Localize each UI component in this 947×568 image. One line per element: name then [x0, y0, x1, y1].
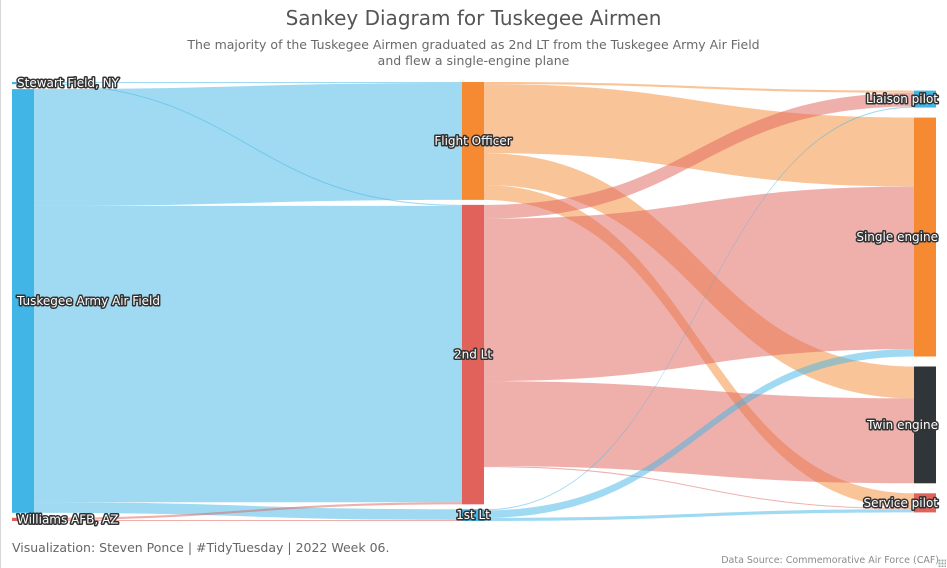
- page-border: [0, 0, 1, 568]
- node-label-stewart: Stewart Field, NY: [17, 76, 120, 90]
- node-stewart[interactable]: [12, 82, 34, 85]
- node-twin[interactable]: [914, 366, 936, 484]
- node-fo[interactable]: [462, 82, 484, 200]
- resize-handle-icon[interactable]: [938, 559, 946, 567]
- node-1lt[interactable]: [462, 509, 484, 521]
- link-williams-to-1lt[interactable]: [34, 519, 462, 521]
- nodes-layer: [12, 82, 936, 521]
- data-source: Data Source: Commemorative Air Force (CA…: [721, 555, 939, 566]
- node-label-service: Service pilot: [864, 496, 939, 510]
- node-label-2lt: 2nd Lt: [454, 348, 492, 362]
- node-label-single: Single engine: [856, 230, 938, 244]
- node-label-liaison: Liaison pilot: [866, 92, 938, 106]
- subtitle-line-2: and flew a single-engine plane: [377, 53, 570, 68]
- node-single[interactable]: [914, 117, 936, 357]
- node-label-1lt: 1st Lt: [456, 508, 490, 522]
- link-fo-to-liaison[interactable]: [484, 82, 914, 93]
- link-2lt-to-single[interactable]: [484, 186, 914, 382]
- node-liaison[interactable]: [914, 90, 936, 108]
- link-2lt-to-service[interactable]: [484, 466, 914, 510]
- node-williams[interactable]: [12, 517, 34, 521]
- node-label-fo: Flight Officer: [434, 134, 511, 148]
- node-label-williams: Williams AFB, AZ: [17, 512, 118, 526]
- chart-subtitle: The majority of the Tuskegee Airmen grad…: [0, 37, 947, 69]
- link-2lt-to-liaison[interactable]: [484, 92, 914, 219]
- link-stewart-to-fo[interactable]: [34, 82, 462, 84]
- caption: Visualization: Steven Ponce | #TidyTuesd…: [12, 540, 390, 555]
- node-2lt[interactable]: [462, 204, 484, 505]
- node-label-tuskegee: Tuskegee Army Air Field: [16, 294, 160, 308]
- subtitle-line-1: The majority of the Tuskegee Airmen grad…: [187, 37, 760, 52]
- chart-title: Sankey Diagram for Tuskegee Airmen: [285, 6, 662, 30]
- link-1lt-to-liaison[interactable]: [484, 106, 914, 511]
- node-label-twin: Twin engine: [866, 418, 938, 432]
- link-fo-to-single[interactable]: [484, 84, 914, 187]
- labels-layer: Stewart Field, NY Tuskegee Army Air Field…: [15, 75, 940, 528]
- link-tuskegee-to-fo[interactable]: [34, 83, 462, 206]
- link-tuskegee-to-2lt[interactable]: [34, 205, 462, 503]
- node-tuskegee[interactable]: [12, 89, 34, 513]
- node-service[interactable]: [914, 493, 936, 513]
- link-1lt-to-service[interactable]: [484, 509, 914, 521]
- link-1lt-to-single[interactable]: [484, 349, 914, 518]
- link-williams-to-2lt[interactable]: [34, 502, 462, 520]
- links-layer: [34, 82, 914, 521]
